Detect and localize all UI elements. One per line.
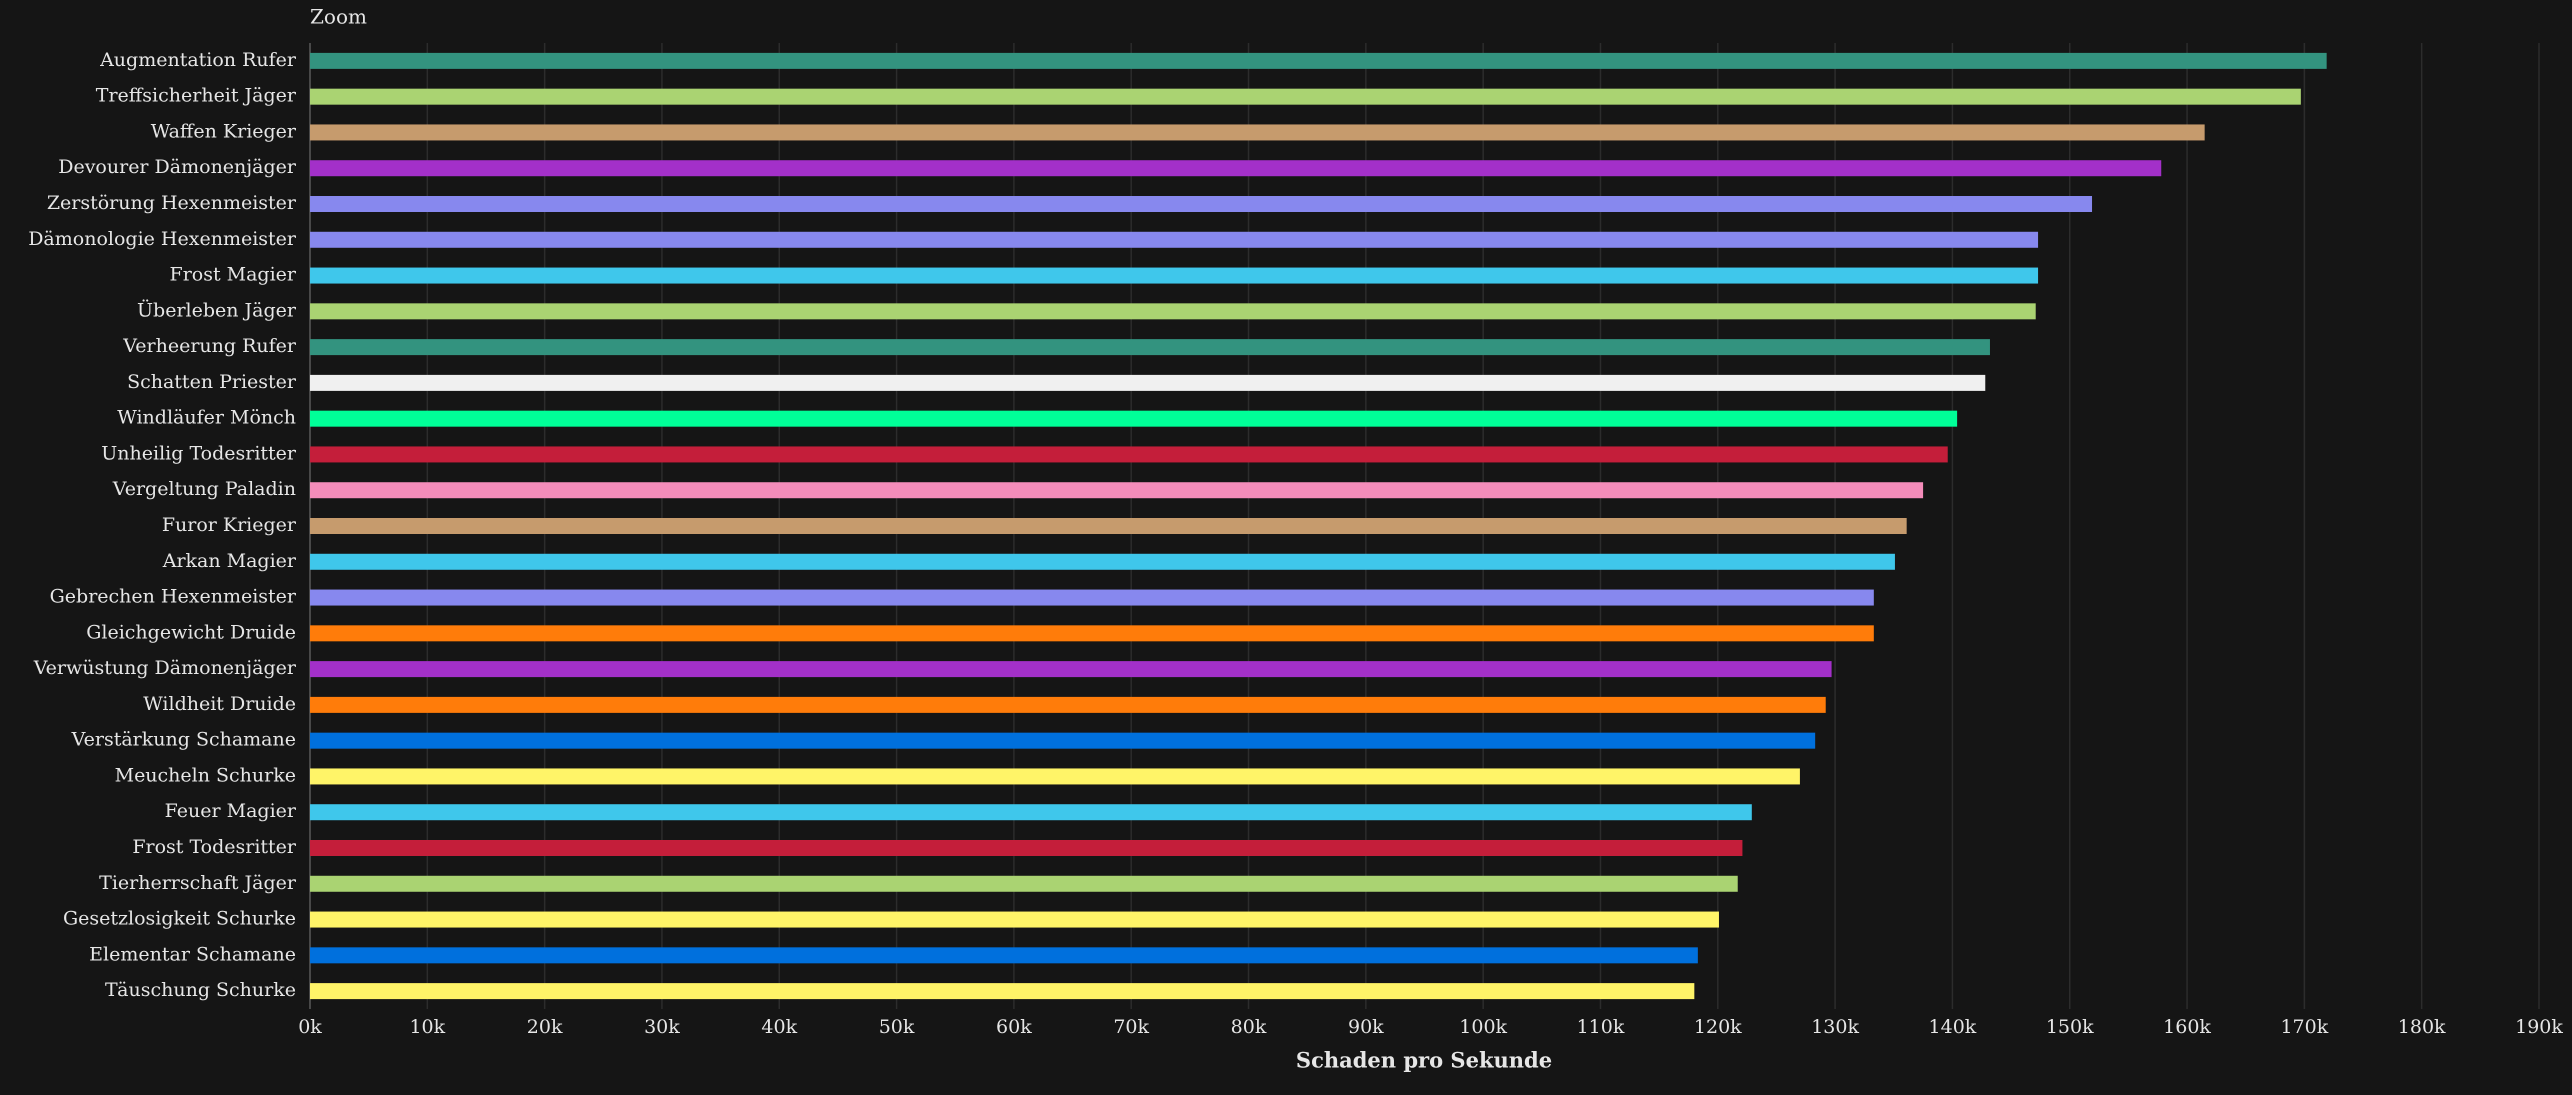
y-tick-label: Arkan Magier (162, 550, 297, 572)
bar (310, 231, 2039, 248)
x-tick-label: 190k (2515, 1016, 2563, 1038)
bar (310, 410, 1958, 427)
y-tick-label: Zerstörung Hexenmeister (47, 192, 297, 214)
x-tick-label: 50k (879, 1016, 915, 1038)
bar (310, 732, 1816, 749)
x-tick-label: 60k (996, 1016, 1032, 1038)
bar (310, 124, 2205, 141)
bar (310, 267, 2039, 284)
x-tick-label: 140k (1929, 1016, 1977, 1038)
x-tick-label: 80k (1231, 1016, 1267, 1038)
bar (310, 160, 2162, 177)
bar (310, 553, 1895, 570)
bar (310, 52, 2327, 69)
x-tick-label: 150k (2046, 1016, 2094, 1038)
y-tick-label: Gebrechen Hexenmeister (50, 586, 297, 608)
x-tick-label: 10k (409, 1016, 445, 1038)
y-tick-label: Gesetzlosigkeit Schurke (63, 908, 296, 930)
y-tick-label: Wildheit Druide (143, 693, 296, 715)
y-tick-label: Meucheln Schurke (115, 764, 296, 786)
x-axis-title: Schaden pro Sekunde (1296, 1048, 1552, 1073)
y-tick-label: Täuschung Schurke (105, 979, 296, 1001)
y-tick-label: Vergeltung Paladin (112, 478, 296, 500)
bar (310, 840, 1743, 856)
y-tick-label: Furor Krieger (162, 514, 297, 536)
y-tick-label: Verwüstung Dämonenjäger (33, 657, 297, 679)
bar (310, 696, 1826, 713)
y-tick-label: Elementar Schamane (89, 943, 296, 965)
bar (310, 88, 2301, 105)
x-tick-label: 170k (2280, 1016, 2328, 1038)
x-tick-label: 30k (644, 1016, 680, 1038)
bar (310, 339, 1990, 356)
x-tick-label: 180k (2398, 1016, 2446, 1038)
y-tick-label: Überleben Jäger (137, 298, 297, 321)
bar (310, 303, 2036, 320)
bar (310, 768, 1800, 785)
bar (310, 947, 1698, 964)
y-tick-label: Verheerung Rufer (122, 335, 297, 357)
y-tick-label: Feuer Magier (165, 800, 297, 822)
y-tick-label: Frost Magier (170, 264, 297, 286)
bar (310, 983, 1695, 1000)
bar (310, 446, 1948, 463)
x-tick-label: 160k (2163, 1016, 2211, 1038)
bar (310, 196, 2093, 212)
y-tick-label: Gleichgewicht Druide (86, 621, 296, 643)
x-tick-label: 40k (761, 1016, 797, 1038)
x-tick-label: 110k (1577, 1016, 1625, 1038)
bar (310, 661, 1832, 678)
y-tick-label: Waffen Krieger (151, 120, 297, 142)
bar (310, 875, 1738, 892)
y-tick-label: Treffsicherheit Jäger (96, 85, 297, 107)
bar (310, 518, 1907, 534)
x-tick-label: 100k (1459, 1016, 1507, 1038)
bar (310, 625, 1874, 642)
y-tick-label: Dämonologie Hexenmeister (28, 228, 297, 250)
x-tick-label: 120k (1694, 1016, 1742, 1038)
x-tick-label: 90k (1348, 1016, 1384, 1038)
y-tick-label: Unheilig Todesritter (101, 442, 297, 464)
y-tick-label: Augmentation Rufer (99, 49, 297, 71)
x-tick-label: 20k (527, 1016, 563, 1038)
x-tick-label: 130k (1811, 1016, 1859, 1038)
bar (310, 589, 1874, 606)
y-tick-label: Windläufer Mönch (117, 407, 296, 429)
bar (310, 374, 1986, 391)
y-tick-label: Schatten Priester (127, 371, 297, 393)
y-tick-label: Frost Todesritter (132, 836, 297, 858)
bar (310, 482, 1924, 499)
bar (310, 911, 1719, 928)
zoom-button[interactable]: Zoom (310, 5, 367, 29)
bar (310, 804, 1752, 821)
y-tick-label: Verstärkung Schamane (71, 729, 296, 751)
x-tick-label: 0k (298, 1016, 322, 1038)
y-tick-label: Tierherrschaft Jäger (99, 872, 297, 894)
y-tick-label: Devourer Dämonenjäger (58, 156, 297, 178)
x-tick-label: 70k (1113, 1016, 1149, 1038)
